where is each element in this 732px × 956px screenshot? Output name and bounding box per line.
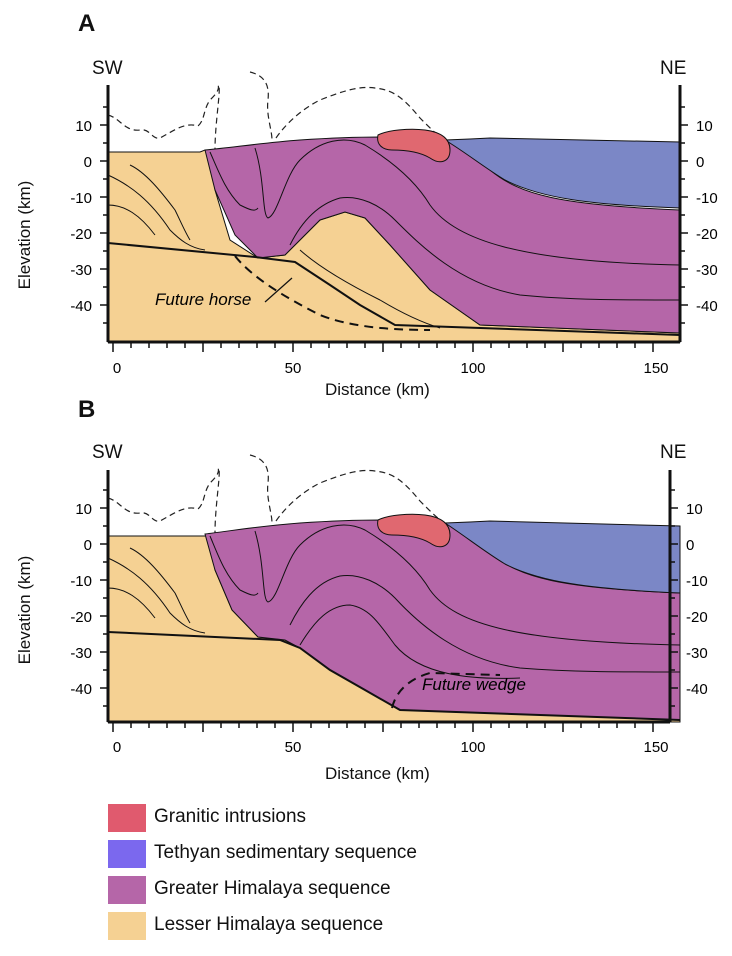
- fault-lesser-1: [107, 174, 206, 251]
- x-axis-label: Distance (km): [325, 764, 430, 783]
- legend-label: Lesser Himalaya sequence: [154, 914, 384, 935]
- y-tick-label: -30: [70, 645, 92, 662]
- legend-swatch: [108, 876, 146, 904]
- eroded-outline-mid: [249, 454, 273, 524]
- y-tick-label-right: 0: [686, 537, 694, 554]
- x-tick-label: 0: [113, 739, 121, 756]
- y-tick-label-right: -10: [686, 573, 708, 590]
- y-tick-label: -40: [70, 298, 92, 315]
- legend-swatch: [108, 804, 146, 832]
- x-tick-label: 50: [285, 360, 302, 377]
- y-tick-label-right: 0: [696, 154, 704, 171]
- fold-line-1: [254, 524, 681, 646]
- x-tick-label: 100: [460, 739, 485, 756]
- fold-line-2: [289, 196, 681, 301]
- legend-label: Granitic intrusions: [154, 806, 307, 827]
- y-ticks-left: [100, 106, 108, 324]
- legend-label: Tethyan sedimentary sequence: [154, 842, 417, 863]
- future-wedge-label: Future wedge: [422, 675, 526, 694]
- y-tick-label-right: -40: [696, 298, 718, 315]
- sw-label: SW: [92, 442, 123, 463]
- fault-lesser-2: [107, 587, 156, 619]
- y-tick-label: -20: [70, 609, 92, 626]
- y-tick-label: -20: [70, 226, 92, 243]
- future-horse-label: Future horse: [155, 290, 251, 309]
- x-ticks: [112, 342, 654, 352]
- granite-body: [377, 128, 451, 163]
- x-tick-label: 0: [113, 360, 121, 377]
- y-tick-label: 10: [75, 501, 92, 518]
- x-ticks: [112, 722, 654, 732]
- y-tick-label: 10: [75, 118, 92, 135]
- fold-line-1: [254, 139, 681, 266]
- eroded-outline-left: [107, 467, 220, 534]
- cross-section-b: 10 0 -10 -20 -30 -40 10 0 -10 -20 -30 -4…: [70, 454, 708, 756]
- sw-label: SW: [92, 58, 123, 79]
- fold-line-3: [299, 604, 521, 679]
- tethyan-region: [443, 520, 681, 594]
- y-tick-label-right: -20: [686, 609, 708, 626]
- eroded-outline-left: [107, 84, 220, 151]
- y-tick-label: -40: [70, 681, 92, 698]
- fault-lesser-2: [107, 204, 156, 236]
- y-tick-label: 0: [84, 537, 92, 554]
- y-ticks-right: [680, 106, 688, 324]
- main-thrust-b: [107, 631, 681, 721]
- x-axis-label: Distance (km): [325, 380, 430, 399]
- panel-b: B SW NE Elevation (km) Distance (km): [0, 390, 732, 790]
- x-tick-label: 150: [643, 360, 668, 377]
- y-tick-label-right: 10: [696, 118, 713, 135]
- y-tick-label-right: -40: [686, 681, 708, 698]
- legend-swatch: [108, 912, 146, 940]
- panel-label: A: [78, 10, 96, 37]
- main-thrust-a: [107, 242, 681, 336]
- fault-lesser-3: [129, 547, 191, 624]
- eroded-outline-right: [275, 469, 446, 524]
- x-tick-label: 150: [643, 739, 668, 756]
- fold-line-2: [289, 574, 681, 673]
- y-tick-label-right: -30: [686, 645, 708, 662]
- y-tick-label-right: 10: [686, 501, 703, 518]
- panel-a: A SW NE Elevation (km) Distance (km): [0, 0, 732, 410]
- tethyan-region: [443, 137, 681, 209]
- y-tick-label-right: -30: [696, 262, 718, 279]
- x-tick-label: 50: [285, 739, 302, 756]
- cross-section-a: 10 0 -10 -20 -30 -40 10 0 -10 -20 -30 -4…: [70, 71, 718, 377]
- x-tick-label: 100: [460, 360, 485, 377]
- y-tick-label-right: -20: [696, 226, 718, 243]
- eroded-outline-mid: [249, 71, 273, 141]
- y-ticks-right: [670, 489, 678, 707]
- annotation-pointer: [264, 277, 293, 303]
- eroded-outline-right: [275, 86, 446, 141]
- panel-label: B: [78, 396, 96, 423]
- fold-line-4: [209, 535, 259, 596]
- y-tick-label: -30: [70, 262, 92, 279]
- ne-label: NE: [660, 442, 687, 463]
- y-tick-label: -10: [70, 573, 92, 590]
- y-tick-label-right: -10: [696, 190, 718, 207]
- legend-label: Greater Himalaya sequence: [154, 878, 391, 899]
- fault-lesser-3: [129, 164, 191, 241]
- y-tick-label: -10: [70, 190, 92, 207]
- y-ticks-left: [100, 489, 108, 707]
- fold-line-3: [209, 151, 259, 211]
- fault-lesser-1: [107, 557, 206, 634]
- fault-lesser-4: [299, 249, 441, 329]
- y-tick-label: 0: [84, 154, 92, 171]
- granite-body: [377, 513, 451, 548]
- ne-label: NE: [660, 58, 687, 79]
- legend-swatch: [108, 840, 146, 868]
- future-wedge-fault: [391, 671, 501, 709]
